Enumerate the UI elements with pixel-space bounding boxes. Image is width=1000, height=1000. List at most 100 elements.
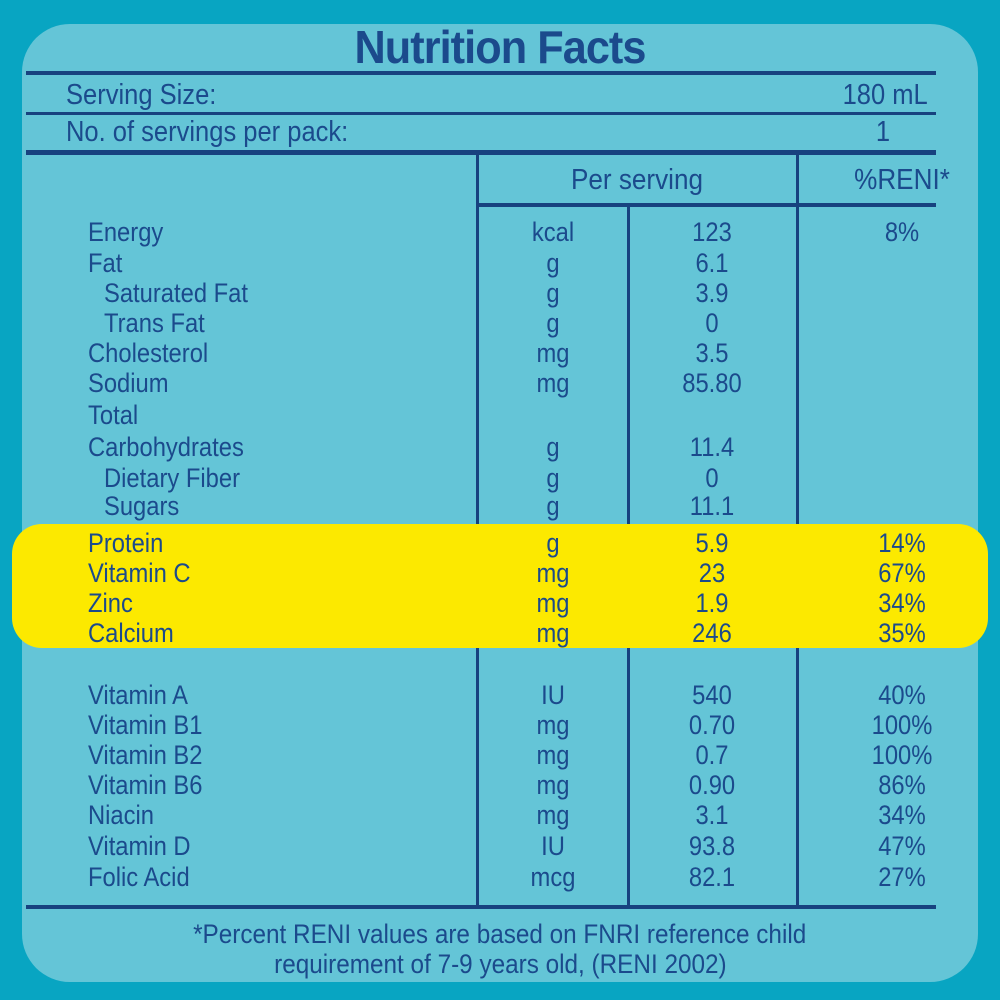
- nutrient-unit: mg: [536, 770, 570, 800]
- nutrient-unit: g: [546, 248, 560, 278]
- serving-size-value: 180 mL: [842, 79, 928, 111]
- nutrient-value: 0.70: [688, 710, 736, 740]
- nutrient-value: 3.5: [695, 338, 729, 368]
- nutrient-unit: kcal: [531, 217, 575, 247]
- nutrient-value: 23: [698, 558, 726, 588]
- row-total: Total: [0, 400, 1000, 430]
- nutrient-value: 11.4: [689, 432, 735, 462]
- nutrient-name: Trans Fat: [104, 308, 205, 338]
- row-energy: Energy kcal 123 8%: [0, 217, 1000, 247]
- nutrient-reni: 8%: [884, 217, 920, 247]
- row-carbohydrates: Carbohydrates g 11.4: [0, 432, 1000, 462]
- servings-per-pack-value: 1: [875, 116, 890, 148]
- nutrient-name: Vitamin B6: [88, 770, 203, 800]
- row-vitamin-c: Vitamin C mg 23 67%: [0, 558, 1000, 588]
- row-folic-acid: Folic Acid mcg 82.1 27%: [0, 862, 1000, 892]
- nutrient-reni: 100%: [871, 740, 933, 770]
- row-dietary-fiber: Dietary Fiber g 0: [0, 463, 1000, 493]
- nutrient-name: Fat: [88, 248, 123, 278]
- row-sugars: Sugars g 11.1: [0, 491, 1000, 521]
- row-vitamin-d: Vitamin D IU 93.8 47%: [0, 831, 1000, 861]
- nutrient-unit: mg: [536, 800, 570, 830]
- nutrient-unit: mg: [536, 740, 570, 770]
- label-panel: [22, 24, 978, 982]
- nutrient-unit: g: [546, 491, 560, 521]
- nutrient-name: Sodium: [88, 368, 169, 398]
- nutrient-value: 5.9: [695, 528, 729, 558]
- footnote-line-1: *Percent RENI values are based on FNRI r…: [0, 919, 1000, 949]
- nutrient-value: 93.8: [688, 831, 736, 861]
- nutrient-unit: g: [546, 463, 560, 493]
- servings-per-pack-row: No. of servings per pack: 1: [0, 117, 1000, 147]
- row-fat: Fat g 6.1: [0, 248, 1000, 278]
- nutrient-value: 82.1: [688, 862, 736, 892]
- nutrient-reni: 35%: [878, 618, 926, 648]
- nutrient-name: Sugars: [104, 491, 180, 521]
- nutrient-unit: mg: [536, 368, 570, 398]
- nutrient-unit: mg: [536, 338, 570, 368]
- nutrient-unit: g: [546, 308, 560, 338]
- nutrient-value: 0.7: [695, 740, 729, 770]
- row-sodium: Sodium mg 85.80: [0, 368, 1000, 398]
- row-vitamin-b1: Vitamin B1 mg 0.70 100%: [0, 710, 1000, 740]
- servings-per-pack-label: No. of servings per pack:: [66, 116, 349, 148]
- row-zinc: Zinc mg 1.9 34%: [0, 588, 1000, 618]
- nutrient-name: Niacin: [88, 800, 155, 830]
- nutrient-name: Total: [88, 400, 139, 430]
- nutrient-value: 540: [692, 680, 732, 710]
- nutrient-unit: IU: [541, 680, 565, 710]
- nutrient-reni: 34%: [878, 588, 926, 618]
- nutrient-value: 246: [692, 618, 732, 648]
- row-saturated-fat: Saturated Fat g 3.9: [0, 278, 1000, 308]
- nutrient-name: Vitamin A: [88, 680, 188, 710]
- nutrient-unit: g: [546, 528, 560, 558]
- nutrient-reni: 47%: [878, 831, 926, 861]
- nutrient-name: Carbohydrates: [88, 432, 244, 462]
- row-cholesterol: Cholesterol mg 3.5: [0, 338, 1000, 368]
- nutrient-unit: mg: [536, 710, 570, 740]
- nutrient-name: Protein: [88, 528, 164, 558]
- nutrient-value: 0.90: [688, 770, 736, 800]
- nutrient-unit: mg: [536, 558, 570, 588]
- serving-size-row: Serving Size: 180 mL: [0, 80, 1000, 110]
- nutrient-reni: 40%: [878, 680, 926, 710]
- nutrient-value: 1.9: [695, 588, 729, 618]
- nutrient-unit: mcg: [530, 862, 576, 892]
- nutrient-name: Vitamin D: [88, 831, 191, 861]
- column-header-per-serving: Per serving: [570, 164, 703, 196]
- nutrient-reni: 100%: [871, 710, 933, 740]
- nutrient-name: Zinc: [88, 588, 133, 618]
- nutrient-name: Vitamin C: [88, 558, 191, 588]
- divider-above-footnote: [26, 905, 936, 909]
- nutrient-value: 123: [692, 217, 732, 247]
- nutrient-value: 0: [705, 463, 719, 493]
- row-vitamin-a: Vitamin A IU 540 40%: [0, 680, 1000, 710]
- divider-under-serving-size: [26, 112, 936, 115]
- nutrient-name: Vitamin B1: [88, 710, 203, 740]
- nutrient-value: 0: [705, 308, 719, 338]
- nutrient-unit: g: [546, 278, 560, 308]
- row-vitamin-b2: Vitamin B2 mg 0.7 100%: [0, 740, 1000, 770]
- nutrient-unit: mg: [536, 588, 570, 618]
- footnote-line-2: requirement of 7-9 years old, (RENI 2002…: [0, 949, 1000, 979]
- footnote-text-1: *Percent RENI values are based on FNRI r…: [193, 919, 807, 949]
- serving-size-label: Serving Size:: [66, 79, 217, 111]
- divider-under-column-headers: [477, 203, 936, 207]
- nutrient-name: Cholesterol: [88, 338, 209, 368]
- row-niacin: Niacin mg 3.1 34%: [0, 800, 1000, 830]
- nutrient-name: Energy: [88, 217, 164, 247]
- nutrient-value: 85.80: [682, 368, 742, 398]
- nutrient-name: Dietary Fiber: [104, 463, 241, 493]
- row-calcium: Calcium mg 246 35%: [0, 618, 1000, 648]
- divider-under-title: [26, 71, 936, 75]
- nutrient-name: Folic Acid: [88, 862, 190, 892]
- nutrient-reni: 34%: [878, 800, 926, 830]
- footnote-text-2: requirement of 7-9 years old, (RENI 2002…: [273, 949, 727, 979]
- nutrient-reni: 86%: [878, 770, 926, 800]
- nutrient-reni: 27%: [878, 862, 926, 892]
- nutrient-value: 3.9: [695, 278, 729, 308]
- nutrient-value: 11.1: [689, 491, 735, 521]
- nutrient-name: Calcium: [88, 618, 174, 648]
- nutrient-name: Saturated Fat: [104, 278, 248, 308]
- nutrient-unit: mg: [536, 618, 570, 648]
